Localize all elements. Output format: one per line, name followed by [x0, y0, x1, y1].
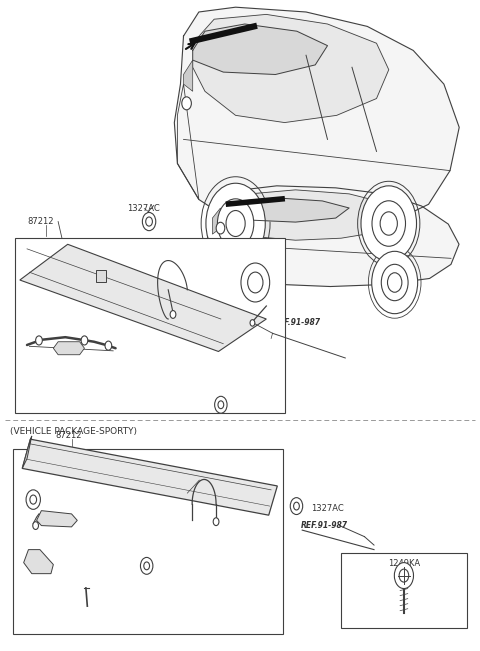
Circle shape: [81, 336, 88, 345]
Circle shape: [241, 263, 270, 302]
Bar: [15, 238, 286, 413]
Circle shape: [218, 401, 224, 409]
Circle shape: [30, 495, 36, 504]
Polygon shape: [192, 14, 389, 122]
Circle shape: [215, 396, 227, 413]
Circle shape: [141, 557, 153, 574]
Circle shape: [372, 251, 418, 314]
Circle shape: [170, 311, 176, 318]
Text: 87214C: 87214C: [163, 569, 192, 578]
Bar: [12, 449, 283, 634]
Polygon shape: [183, 60, 192, 91]
Text: 1327AC: 1327AC: [311, 504, 344, 513]
Polygon shape: [36, 510, 77, 527]
Bar: [340, 553, 468, 628]
Circle shape: [399, 569, 408, 582]
Circle shape: [143, 212, 156, 230]
Circle shape: [248, 272, 263, 293]
Circle shape: [294, 502, 300, 510]
Text: (VEHICLE PACKAGE-SPORTY): (VEHICLE PACKAGE-SPORTY): [10, 428, 137, 436]
Text: 92750A: 92750A: [28, 561, 58, 570]
Text: 98310C: 98310C: [161, 269, 191, 278]
Circle shape: [146, 217, 153, 226]
Text: 87715G: 87715G: [84, 259, 114, 268]
Circle shape: [217, 199, 254, 248]
Circle shape: [226, 210, 245, 236]
Circle shape: [381, 264, 408, 301]
Text: 98886: 98886: [252, 301, 276, 311]
Text: REF.91-987: REF.91-987: [274, 318, 321, 327]
Circle shape: [387, 273, 402, 292]
Polygon shape: [20, 244, 266, 352]
Text: 87212: 87212: [56, 432, 82, 441]
Circle shape: [105, 341, 112, 350]
Polygon shape: [207, 186, 459, 286]
Text: REF.91-987: REF.91-987: [301, 521, 348, 530]
Polygon shape: [228, 198, 349, 222]
Text: 87213B: 87213B: [86, 530, 115, 539]
Text: 87224A: 87224A: [113, 475, 143, 484]
Bar: [96, 270, 106, 282]
Circle shape: [206, 183, 265, 264]
Circle shape: [372, 201, 406, 246]
Circle shape: [216, 222, 225, 234]
Text: 1249KA: 1249KA: [388, 559, 420, 568]
Text: 87219C: 87219C: [132, 396, 162, 405]
Circle shape: [361, 186, 417, 261]
Polygon shape: [228, 190, 397, 240]
Text: 1327AC: 1327AC: [128, 204, 160, 213]
Polygon shape: [192, 24, 327, 74]
Polygon shape: [213, 208, 220, 234]
Text: 86593A: 86593A: [24, 504, 53, 513]
Text: 1249LC: 1249LC: [86, 592, 115, 602]
Circle shape: [36, 336, 42, 345]
Polygon shape: [22, 439, 277, 515]
Circle shape: [182, 97, 192, 110]
Circle shape: [230, 249, 280, 316]
Polygon shape: [22, 436, 32, 469]
Text: 98860: 98860: [168, 490, 192, 499]
Polygon shape: [53, 342, 84, 355]
Polygon shape: [174, 7, 459, 233]
Circle shape: [290, 497, 303, 514]
Polygon shape: [24, 549, 53, 574]
Circle shape: [33, 521, 38, 529]
Circle shape: [26, 490, 40, 509]
Circle shape: [213, 518, 219, 525]
Text: 1249KA: 1249KA: [362, 564, 394, 574]
Circle shape: [380, 212, 397, 235]
Text: 87212: 87212: [27, 217, 53, 226]
Circle shape: [395, 562, 413, 589]
Circle shape: [250, 320, 255, 326]
Text: 92750A: 92750A: [27, 350, 57, 359]
Circle shape: [144, 562, 150, 570]
